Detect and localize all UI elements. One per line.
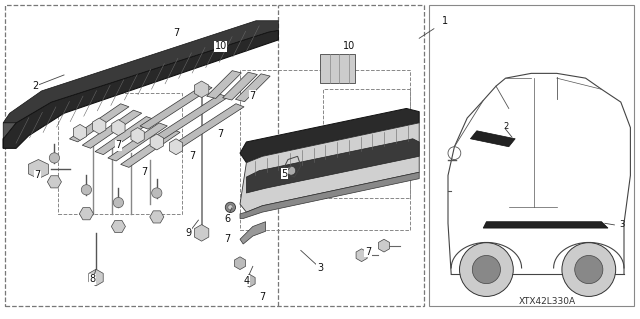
Polygon shape	[112, 120, 125, 136]
Polygon shape	[156, 94, 228, 139]
Polygon shape	[170, 139, 182, 155]
Polygon shape	[89, 269, 103, 286]
Polygon shape	[356, 249, 367, 262]
Polygon shape	[240, 172, 419, 219]
Bar	[320, 54, 355, 83]
Polygon shape	[234, 257, 246, 270]
Text: 2: 2	[32, 81, 38, 91]
Text: 2: 2	[503, 122, 508, 130]
Polygon shape	[172, 104, 244, 148]
Circle shape	[49, 153, 60, 163]
Circle shape	[225, 202, 236, 212]
Polygon shape	[378, 239, 390, 252]
Text: 7: 7	[250, 91, 256, 101]
Text: 7: 7	[224, 234, 230, 244]
Text: 3: 3	[317, 263, 323, 273]
Text: 7: 7	[141, 167, 147, 177]
Text: 5: 5	[282, 169, 288, 179]
Polygon shape	[108, 123, 167, 161]
Text: 7: 7	[218, 129, 224, 139]
Polygon shape	[70, 104, 129, 142]
Text: XTX42L330A: XTX42L330A	[518, 297, 576, 306]
Polygon shape	[246, 139, 419, 193]
Text: 7: 7	[34, 170, 40, 181]
Text: 7: 7	[189, 151, 195, 161]
Polygon shape	[244, 274, 255, 287]
Bar	[240, 70, 410, 230]
Text: 3: 3	[620, 220, 625, 229]
Bar	[58, 93, 182, 214]
Text: 7: 7	[259, 292, 266, 302]
Polygon shape	[83, 110, 141, 148]
Polygon shape	[150, 134, 163, 150]
Text: 6: 6	[224, 213, 230, 224]
Polygon shape	[223, 72, 257, 100]
Polygon shape	[79, 208, 93, 220]
Polygon shape	[240, 123, 419, 212]
Text: 8: 8	[90, 274, 96, 284]
Circle shape	[152, 188, 162, 198]
Polygon shape	[93, 118, 106, 134]
Circle shape	[113, 197, 124, 208]
Text: 9: 9	[186, 228, 192, 238]
Circle shape	[287, 166, 296, 175]
Circle shape	[81, 185, 92, 195]
Polygon shape	[150, 211, 164, 223]
Polygon shape	[236, 74, 270, 102]
Polygon shape	[121, 129, 180, 167]
Bar	[429, 5, 634, 306]
Polygon shape	[111, 220, 125, 233]
Circle shape	[472, 256, 500, 284]
Polygon shape	[240, 108, 419, 163]
Text: 7: 7	[365, 247, 371, 257]
Polygon shape	[470, 131, 515, 147]
Polygon shape	[3, 21, 278, 123]
Polygon shape	[95, 116, 154, 155]
Polygon shape	[131, 128, 144, 144]
Polygon shape	[195, 225, 209, 241]
Bar	[323, 89, 410, 198]
Text: 10: 10	[342, 41, 355, 51]
Polygon shape	[3, 30, 278, 148]
Text: 4: 4	[243, 276, 250, 286]
Polygon shape	[483, 222, 608, 228]
Polygon shape	[28, 160, 49, 179]
Text: 10: 10	[214, 41, 227, 51]
Circle shape	[575, 256, 603, 284]
Bar	[5, 5, 424, 306]
Text: 1: 1	[442, 16, 448, 26]
Polygon shape	[207, 70, 241, 99]
Text: 7: 7	[115, 140, 122, 150]
Polygon shape	[3, 123, 16, 148]
Text: 7: 7	[173, 28, 179, 39]
Polygon shape	[74, 124, 86, 140]
Polygon shape	[195, 81, 209, 98]
Circle shape	[228, 205, 233, 210]
Circle shape	[562, 243, 616, 296]
Polygon shape	[140, 85, 212, 129]
Polygon shape	[47, 176, 61, 188]
Polygon shape	[240, 222, 266, 244]
Circle shape	[460, 243, 513, 296]
